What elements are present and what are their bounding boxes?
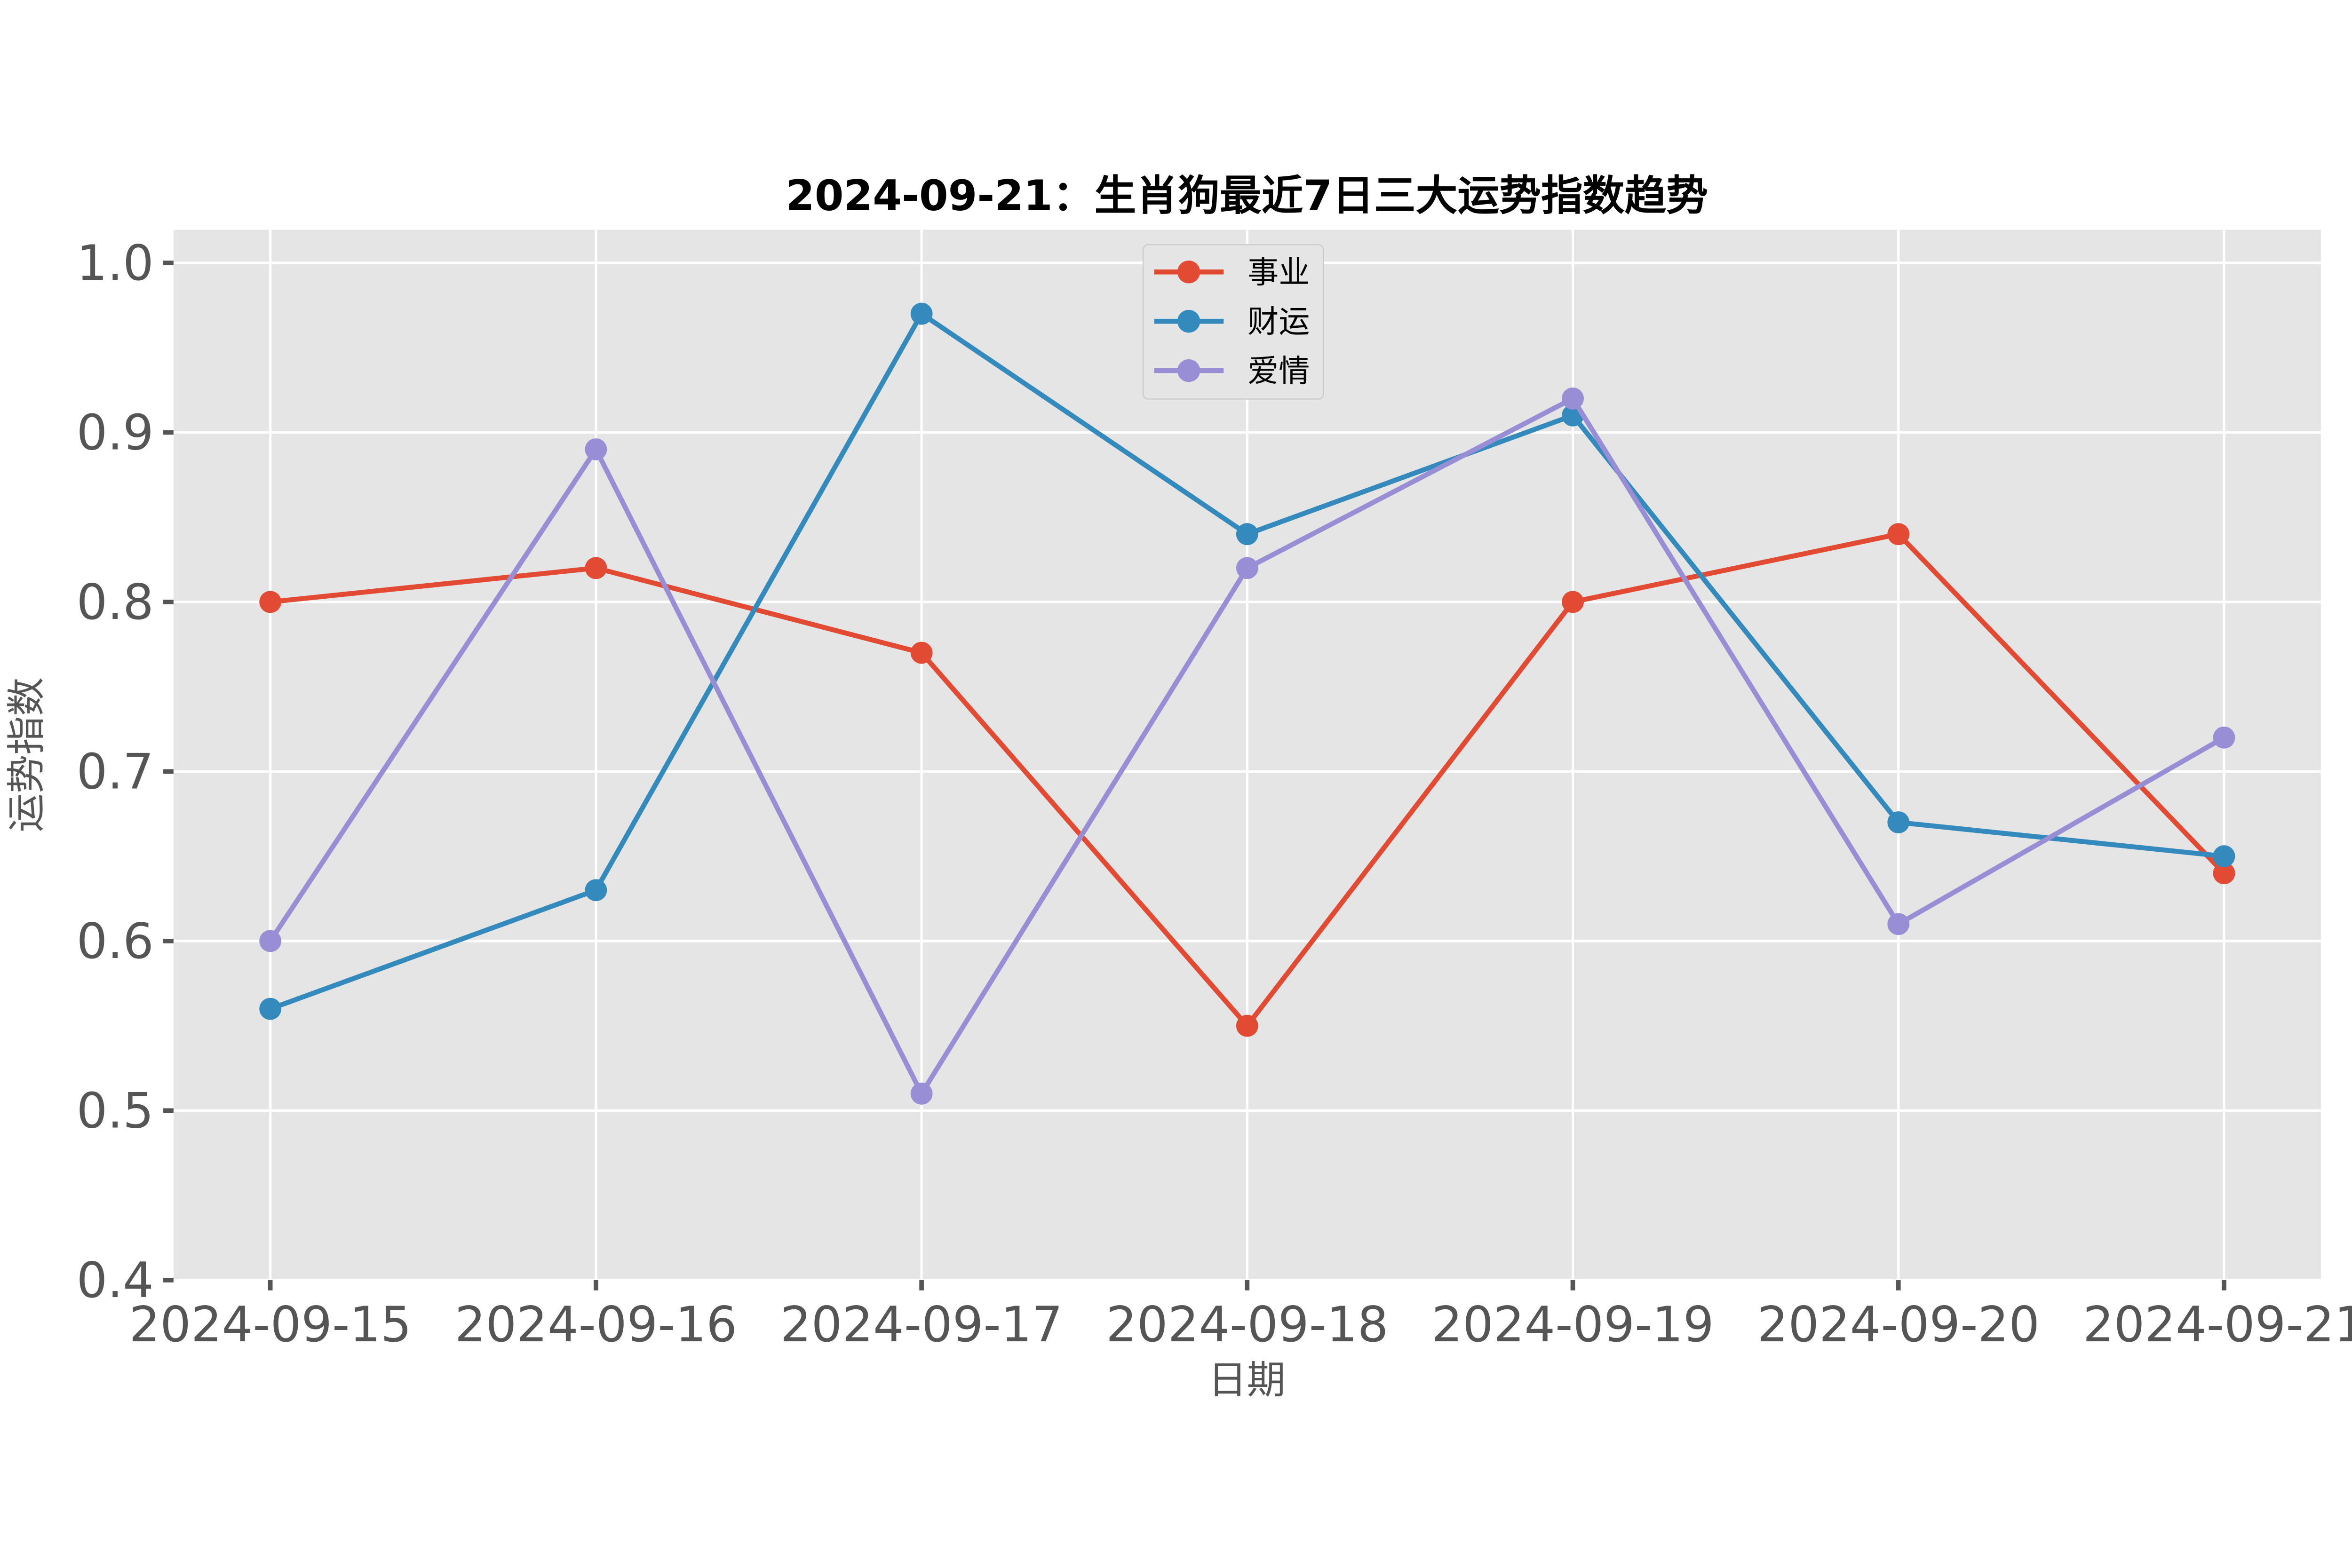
chart-title: 2024-09-21：生肖狗最近7日三大运势指数趋势	[786, 172, 1708, 220]
data-point	[1887, 523, 1910, 546]
y-tick-label: 1.0	[77, 235, 154, 292]
data-point	[259, 591, 282, 613]
x-tick-label: 2024-09-15	[129, 1297, 412, 1353]
y-tick-label: 0.9	[77, 405, 154, 461]
x-tick-label: 2024-09-20	[1757, 1297, 2040, 1353]
y-tick-label: 0.6	[77, 913, 154, 970]
data-point	[2213, 862, 2235, 885]
legend-label: 事业	[1248, 254, 1310, 291]
data-point	[585, 879, 607, 902]
data-point	[910, 1082, 933, 1105]
legend-marker-icon	[1177, 309, 1200, 333]
data-point	[2213, 845, 2235, 868]
data-point	[585, 438, 607, 460]
data-point	[1236, 557, 1258, 579]
data-point	[1887, 811, 1910, 833]
data-point	[1236, 523, 1258, 546]
y-tick-label: 0.7	[77, 744, 154, 800]
legend-item: 事业	[1154, 254, 1310, 291]
data-point	[259, 998, 282, 1020]
series-0	[259, 523, 2235, 1037]
data-point	[910, 641, 933, 664]
legend-marker-icon	[1177, 359, 1200, 382]
data-point	[585, 557, 607, 579]
legend-item: 爱情	[1154, 353, 1310, 389]
legend-item: 财运	[1154, 304, 1310, 340]
legend-marker-icon	[1177, 261, 1200, 284]
x-tick-label: 2024-09-21	[2083, 1297, 2352, 1353]
data-point	[2213, 726, 2235, 749]
data-point	[910, 302, 933, 325]
y-tick-label: 0.4	[77, 1252, 154, 1309]
x-tick-label: 2024-09-18	[1106, 1297, 1388, 1353]
series-1	[259, 302, 2235, 1020]
y-tick-label: 0.5	[77, 1083, 154, 1140]
x-tick-label: 2024-09-16	[455, 1297, 737, 1353]
data-point	[1562, 387, 1584, 410]
data-point	[259, 930, 282, 952]
y-tick-label: 0.8	[77, 574, 154, 631]
x-tick-label: 2024-09-17	[780, 1297, 1063, 1353]
data-point	[1236, 1014, 1258, 1037]
legend-label: 爱情	[1248, 353, 1310, 389]
series-2	[259, 387, 2235, 1105]
x-tick-label: 2024-09-19	[1431, 1297, 1714, 1353]
legend-label: 财运	[1248, 304, 1310, 340]
data-point	[1887, 913, 1910, 935]
data-point	[1562, 591, 1584, 613]
y-axis-label: 运势指数	[5, 677, 49, 832]
x-axis-label: 日期	[1208, 1358, 1286, 1402]
